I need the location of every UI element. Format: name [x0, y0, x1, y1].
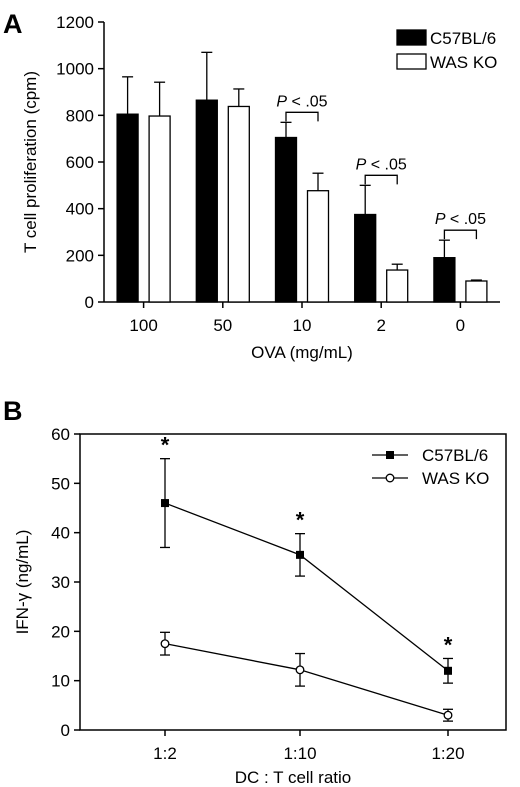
panel-b-data-point: [444, 666, 452, 675]
panel-a-legend-swatch: [396, 53, 427, 70]
panel-b-x-tick-label: 1:20: [431, 744, 464, 763]
panel-b-data-point: [161, 499, 169, 508]
panel-a-x-tick-label: 50: [213, 316, 232, 335]
panel-a-legend-label: C57BL/6: [430, 29, 496, 48]
panel-a-significance-bracket: [364, 174, 398, 185]
panel-a-bar: [148, 115, 171, 303]
panel-a-bar: [306, 190, 330, 303]
panel-b-data-point: [295, 665, 305, 675]
panel-a-y-tick-label: 600: [66, 153, 94, 172]
panel-b-x-axis-title: DC : T cell ratio: [235, 768, 352, 787]
panel-a-y-tick-label: 1000: [56, 60, 94, 79]
panel-a-legend-swatch: [396, 29, 427, 46]
panel-a-x-tick-label: 0: [456, 316, 465, 335]
panel-b-letter: B: [3, 396, 23, 426]
panel-a-x-tick-label: 100: [129, 316, 157, 335]
panel-b-data-point: [443, 710, 453, 720]
panel-a-y-tick-label: 1200: [56, 13, 94, 32]
panel-a-x-axis-title: OVA (mg/mL): [251, 343, 353, 362]
panel-a-bar: [386, 269, 409, 303]
panel-b-data-point: [296, 550, 304, 559]
panel-a-bar: [227, 105, 250, 303]
panel-a-y-tick-label: 200: [66, 246, 94, 265]
panel-b-y-tick-label: 40: [51, 524, 70, 543]
panel-b-x-tick-label: 1:2: [153, 744, 177, 763]
panel-a-x-tick-label: 2: [376, 316, 385, 335]
panel-a-significance-bracket: [285, 111, 319, 122]
panel-b-data-point: [160, 639, 170, 649]
panel-a-letter: A: [3, 9, 23, 39]
panel-b-significance-star: *: [296, 508, 305, 533]
panel-b-y-tick-label: 0: [61, 721, 70, 740]
panel-b-legend-label: C57BL/6: [422, 446, 488, 465]
panel-a-x-tick-label: 10: [293, 316, 312, 335]
panel-b-significance-star: *: [444, 632, 453, 657]
panel-b-series-line: [164, 502, 449, 672]
panel-a-chart: A T cell proliferation (cpm) OVA (mg/mL)…: [3, 9, 500, 362]
panel-a-significance-label: P < .05: [276, 93, 327, 110]
panel-a-significance-label: P < .05: [356, 156, 407, 173]
panel-b-y-axis-title: IFN-γ (ng/mL): [13, 530, 32, 635]
panel-b-series-line: [164, 643, 449, 716]
panel-a-y-tick-label: 800: [66, 106, 94, 125]
panel-a-bar: [465, 280, 488, 303]
panel-b-legend-marker: [385, 473, 395, 483]
panel-b-legend-marker: [386, 451, 394, 459]
panel-b-y-tick-label: 10: [51, 672, 70, 691]
panel-a-bar: [195, 99, 218, 303]
panel-a-bar: [116, 113, 139, 303]
panel-b-significance-star: *: [161, 433, 170, 458]
panel-b-y-tick-label: 50: [51, 474, 70, 493]
panel-a-bar: [433, 257, 456, 303]
panel-a-y-axis-title: T cell proliferation (cpm): [21, 71, 40, 253]
panel-a-legend-label: WAS KO: [430, 53, 497, 72]
panel-a-bar: [274, 136, 298, 303]
panel-a-significance-label: P < .05: [435, 211, 486, 228]
panel-b-chart: B IFN-γ (ng/mL) DC : T cell ratio 0 10 20 3…: [3, 396, 507, 787]
panel-b-x-tick-label: 1:10: [283, 744, 316, 763]
panel-a-y-tick-label: 400: [66, 200, 94, 219]
panel-b-y-tick-label: 60: [51, 425, 70, 444]
panel-b-legend-label: WAS KO: [422, 469, 489, 488]
panel-b-y-tick-label: 30: [51, 573, 70, 592]
panel-a-bar: [354, 213, 377, 303]
panel-a-y-tick-label: 0: [85, 293, 94, 312]
panel-a-significance-bracket: [443, 229, 478, 240]
panel-b-y-tick-label: 20: [51, 622, 70, 641]
